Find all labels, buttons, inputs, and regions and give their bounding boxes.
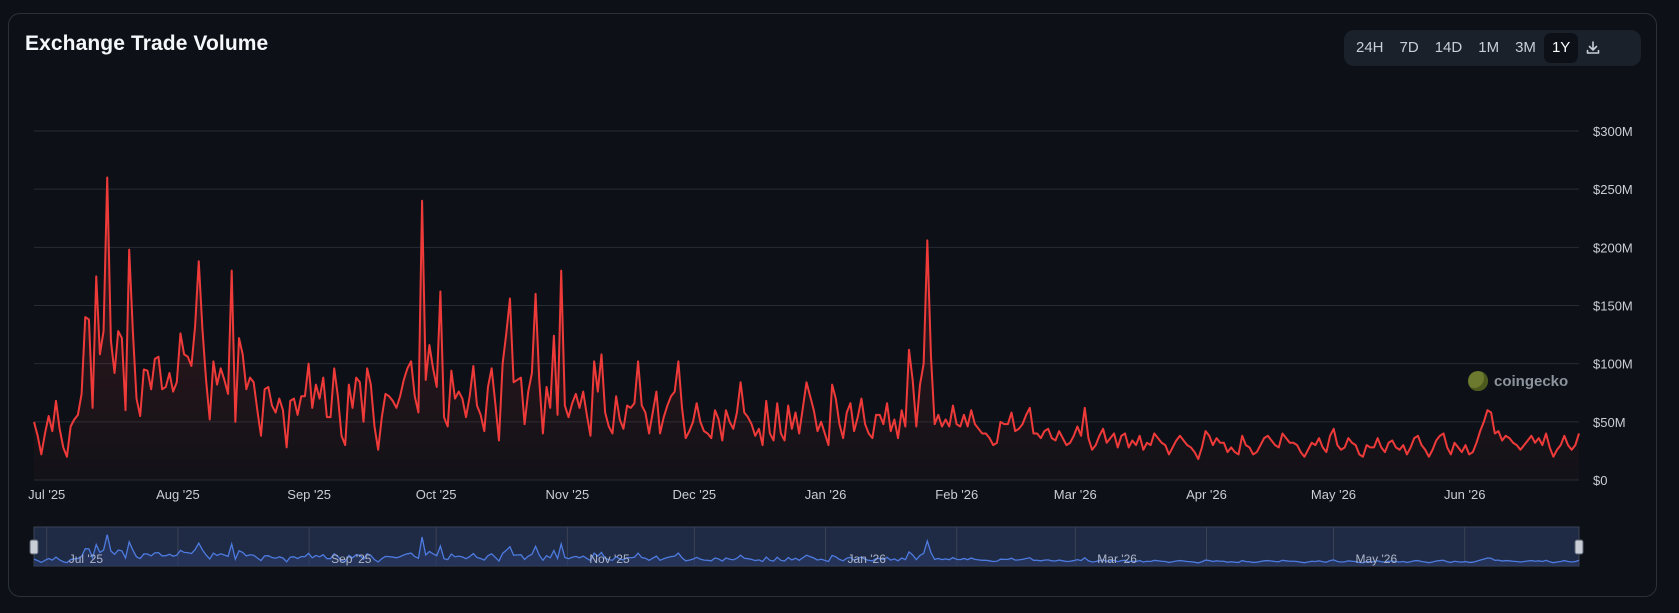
x-tick-label: Apr '26 (1186, 487, 1227, 502)
navigator-right-handle[interactable] (1574, 539, 1584, 555)
navigator-label: Nov '25 (589, 552, 630, 566)
range-button-1y[interactable]: 1Y (1543, 33, 1579, 63)
x-tick-label: Jul '25 (28, 487, 65, 502)
navigator-area (34, 534, 1579, 566)
navigator-series-line (33, 534, 1580, 564)
x-tick-label: Jun '26 (1444, 487, 1486, 502)
x-tick-label: Jan '26 (805, 487, 847, 502)
navigator-label: Jan '26 (848, 552, 887, 566)
x-tick-label: Oct '25 (416, 487, 457, 502)
navigator-label: Jul '25 (69, 552, 104, 566)
range-button-14d[interactable]: 14D (1434, 39, 1463, 56)
navigator-label: Sep '25 (331, 552, 372, 566)
y-tick-label: $200M (1593, 240, 1633, 255)
navigator-labels: Jul '25 Sep '25 Nov '25 Jan '26 Mar '26 May '… (69, 552, 1398, 566)
y-tick-label: $0 (1593, 473, 1607, 488)
y-tick-label: $250M (1593, 182, 1633, 197)
x-tick-label: May '26 (1311, 487, 1356, 502)
range-button-1m[interactable]: 1M (1478, 39, 1500, 56)
y-tick-label: $50M (1593, 415, 1626, 430)
x-tick-label: Sep '25 (287, 487, 331, 502)
x-axis: Jul '25 Aug '25 Sep '25 Oct '25 Nov '25 Dec '… (28, 487, 1485, 502)
navigator-label: May '26 (1355, 552, 1397, 566)
download-icon (1586, 41, 1600, 54)
range-button-24h[interactable]: 24H (1356, 39, 1384, 56)
range-navigator[interactable]: Jul '25 Sep '25 Nov '25 Jan '26 Mar '26 May '… (29, 526, 1584, 567)
y-tick-label: $300M (1593, 124, 1633, 139)
volume-area (34, 177, 1579, 480)
coingecko-watermark: coingecko (1468, 371, 1568, 391)
watermark-text: coingecko (1494, 372, 1569, 390)
range-button-7d[interactable]: 7D (1399, 39, 1419, 56)
x-tick-label: Feb '26 (935, 487, 978, 502)
x-tick-label: Nov '25 (546, 487, 590, 502)
x-tick-label: Aug '25 (156, 487, 200, 502)
page-title: Exchange Trade Volume (25, 32, 269, 55)
download-button[interactable] (1578, 33, 1608, 63)
range-toolbar: 24H 7D 14D 1M 3M 1Y (1344, 30, 1641, 66)
y-axis: $0 $50M $100M $150M $200M $250M $300M (1593, 124, 1633, 488)
navigator-left-handle[interactable] (29, 539, 39, 555)
y-tick-label: $100M (1593, 357, 1633, 372)
coingecko-logo-icon (1468, 371, 1488, 391)
volume-series-line (33, 176, 1580, 461)
x-tick-label: Mar '26 (1054, 487, 1097, 502)
range-button-3m[interactable]: 3M (1515, 39, 1536, 56)
x-tick-label: Dec '25 (672, 487, 716, 502)
navigator-label: Mar '26 (1097, 552, 1137, 566)
y-tick-label: $150M (1593, 299, 1633, 314)
